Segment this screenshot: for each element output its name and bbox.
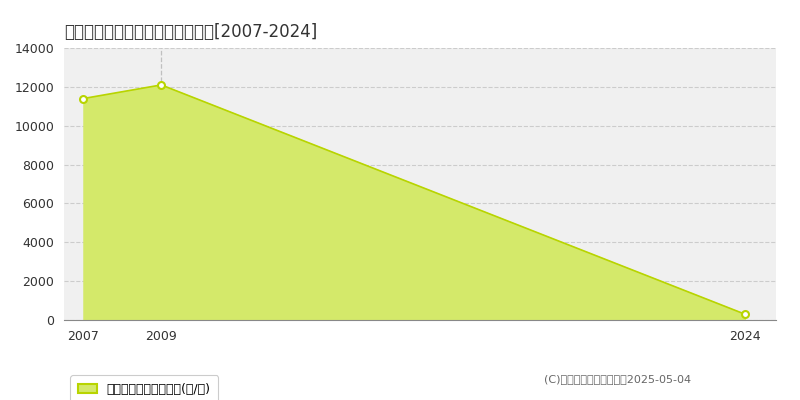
Text: (C)土地価格ドットコム　2025-05-04: (C)土地価格ドットコム 2025-05-04 [544, 374, 691, 384]
Text: 員弁郡東員町中上　農地価格推移[2007-2024]: 員弁郡東員町中上 農地価格推移[2007-2024] [64, 23, 318, 41]
Legend: 農地価格　平均坪単価(円/坪): 農地価格 平均坪単価(円/坪) [70, 375, 218, 400]
